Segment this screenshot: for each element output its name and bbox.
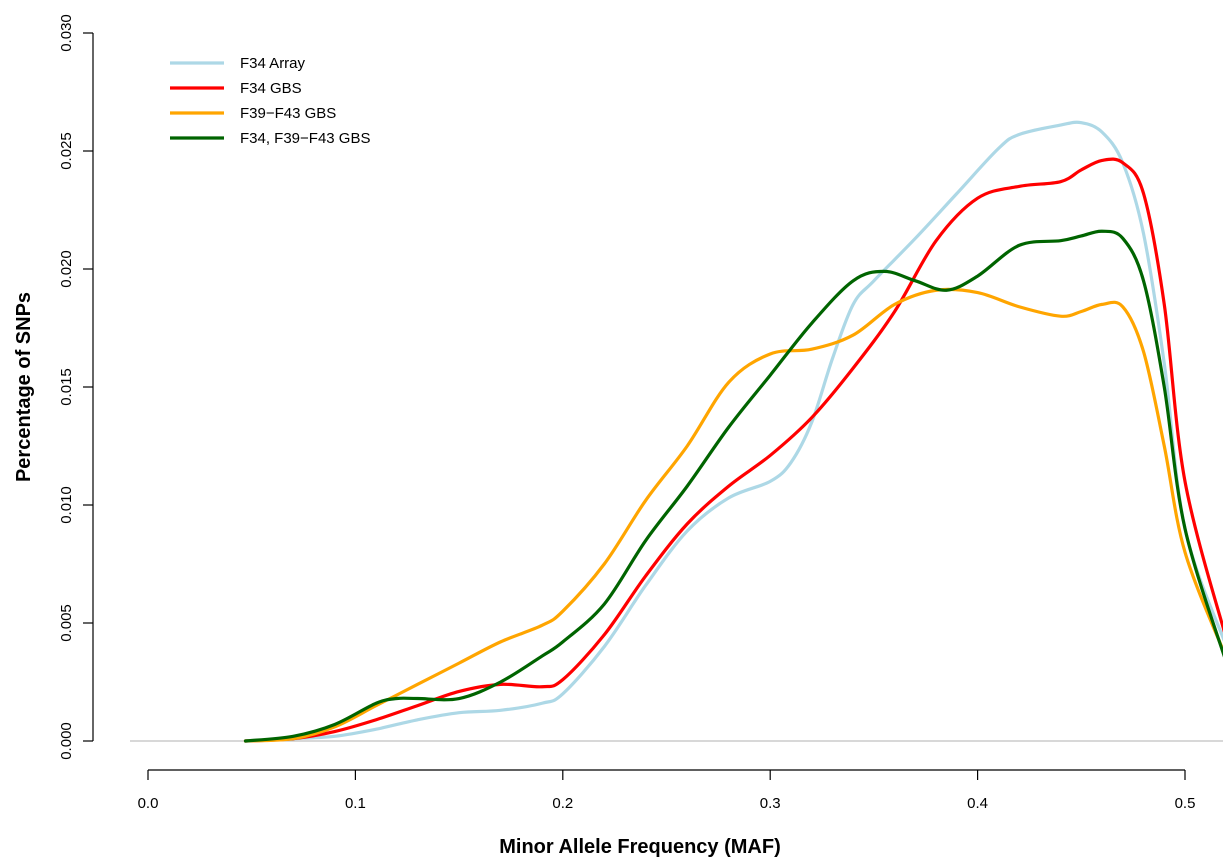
x-tick-label: 0.0	[138, 795, 159, 812]
legend-label-f39-f43-gbs: F39−F43 GBS	[240, 105, 336, 122]
legend: F34 Array F34 GBS F39−F43 GBS F34, F39−F43 …	[170, 55, 370, 147]
legend-label-f34-gbs: F34 GBS	[240, 80, 302, 97]
x-axis: 0.0 0.1 0.2 0.3 0.4 0.5	[138, 769, 1196, 812]
y-tick-label: 0.000	[58, 722, 75, 760]
y-tick-label: 0.030	[58, 14, 75, 52]
y-tick-label: 0.020	[58, 250, 75, 288]
y-axis: 0.000 0.005 0.010 0.015 0.020 0.025 0.030	[58, 14, 94, 760]
legend-label-f34-array: F34 Array	[240, 55, 306, 72]
series-line-f34-array	[243, 120, 1223, 743]
x-tick-label: 0.2	[552, 795, 573, 812]
series-line-f34-f39-f43-gbs	[243, 229, 1223, 743]
legend-label-f34-f39-f43-gbs: F34, F39−F43 GBS	[240, 130, 370, 147]
series-line-f39-f43-gbs	[243, 287, 1223, 743]
y-tick-label: 0.005	[58, 604, 75, 642]
plot-area	[130, 120, 1223, 743]
series-lines	[243, 120, 1223, 743]
x-tick-label: 0.1	[345, 795, 366, 812]
y-axis-title: Percentage of SNPs	[13, 292, 35, 482]
x-tick-label: 0.3	[760, 795, 781, 812]
x-axis-title: Minor Allele Frequency (MAF)	[499, 836, 781, 858]
x-tick-label: 0.4	[967, 795, 988, 812]
x-tick-label: 0.5	[1175, 795, 1196, 812]
y-tick-label: 0.025	[58, 132, 75, 170]
y-tick-label: 0.010	[58, 486, 75, 524]
series-line-f34-gbs	[243, 157, 1223, 743]
y-tick-label: 0.015	[58, 368, 75, 406]
